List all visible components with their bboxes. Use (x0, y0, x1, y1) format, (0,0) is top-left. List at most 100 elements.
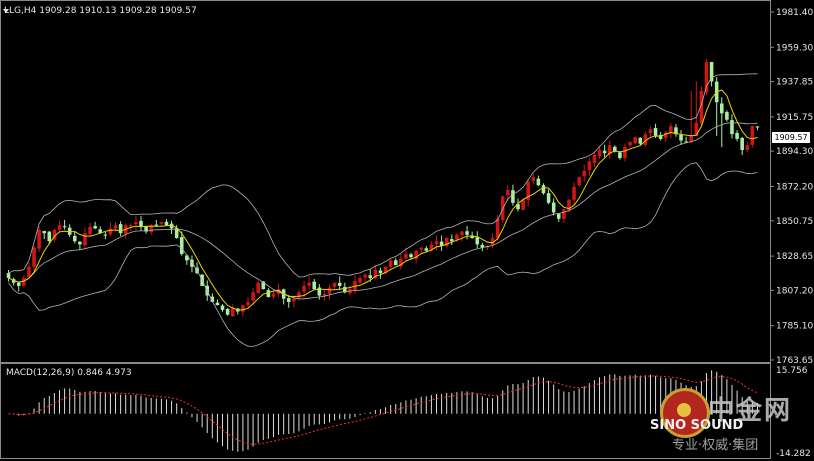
candle-body (567, 199, 571, 211)
candle-body (215, 302, 220, 306)
price-tick-label: 1872.20 (776, 183, 813, 193)
candle-body (383, 266, 388, 273)
candle-body (531, 177, 536, 182)
candle-body (740, 137, 744, 151)
candle-body (230, 308, 235, 317)
candle-body (597, 150, 602, 157)
candle-body (628, 142, 632, 146)
candle-body (16, 282, 21, 286)
candle-body (577, 177, 581, 186)
candle-body (57, 225, 62, 230)
candle-body (429, 244, 434, 251)
candle-body (307, 282, 311, 286)
candle-body (47, 231, 52, 242)
candle-body (42, 231, 46, 234)
candle-body (88, 226, 92, 235)
candle-body (11, 279, 16, 283)
candle-body (241, 305, 245, 312)
candle-body (449, 239, 454, 242)
watermark-cn: 中金网 (708, 396, 793, 426)
price-tick-label: 1894.30 (776, 147, 813, 157)
candle-body (312, 281, 317, 290)
candle-body (52, 229, 57, 240)
price-tick-label: 1850.75 (776, 217, 813, 227)
bollinger-mid-line (8, 122, 758, 300)
candle-body (302, 285, 306, 292)
candle-body (113, 225, 118, 229)
candle-body (297, 292, 301, 298)
candle-body (572, 186, 576, 200)
candle-body (393, 260, 398, 266)
price-tick-label: 1807.20 (776, 286, 813, 296)
candle-body (409, 254, 413, 258)
candle-body (118, 224, 123, 234)
candle-body (663, 132, 668, 138)
candle-body (103, 234, 108, 236)
candle-body (602, 150, 607, 154)
price-tick-label: 1937.85 (776, 78, 813, 88)
candle-body (129, 225, 133, 227)
candle-body (643, 134, 648, 145)
candle-body (154, 224, 159, 226)
candle-body (755, 126, 760, 128)
candle-body (684, 141, 688, 143)
candle-body (562, 209, 566, 219)
candle-body (378, 270, 383, 274)
candle-body (725, 111, 729, 120)
candle-body (419, 247, 423, 250)
price-tick-label: 1915.75 (776, 113, 813, 123)
candle-body (317, 287, 322, 296)
candle-body (674, 127, 678, 135)
candle-body (709, 62, 714, 82)
price-tick-label: 1959.30 (776, 43, 813, 53)
candle-body (22, 277, 26, 286)
candle-body (607, 145, 612, 155)
price-tick-label: 1981.40 (776, 8, 813, 18)
watermark-sub: 专业·权威·集团 (672, 438, 759, 453)
candle-body (618, 152, 622, 159)
candle-body (174, 228, 179, 238)
bollinger-upper-line (8, 73, 758, 278)
candle-body (373, 269, 378, 279)
candle-body (62, 226, 67, 228)
candle-body (251, 292, 255, 301)
candle-body (179, 237, 184, 254)
candle-body (98, 229, 103, 234)
candle-body (139, 220, 143, 227)
candle-body (506, 190, 510, 196)
candle-body (72, 235, 77, 242)
candle-body (495, 218, 500, 238)
candle-body (185, 255, 189, 261)
candle-body (658, 134, 663, 139)
candle-body (37, 229, 41, 249)
candle-body (694, 122, 699, 137)
candle-body (679, 134, 683, 141)
candle-body (648, 129, 653, 134)
candle-body (613, 146, 617, 152)
candle-body (134, 221, 138, 225)
candle-body (159, 221, 164, 224)
macd-axis-top: 15.756 (776, 366, 808, 376)
candle-body (149, 225, 153, 233)
candle-body (144, 226, 148, 232)
candle-body (444, 237, 449, 247)
candle-body (210, 296, 215, 302)
candle-body (556, 213, 561, 219)
symbol-header: LLG,H4 1909.28 1910.13 1909.28 1909.57 (4, 6, 197, 16)
candle-body (266, 290, 271, 298)
candle-body (404, 253, 408, 259)
candle-body (490, 237, 495, 245)
candle-body (6, 273, 11, 278)
candle-body (343, 287, 347, 293)
candle-body (526, 182, 530, 201)
candle-body (399, 258, 403, 267)
candle-body (261, 281, 266, 290)
candle-body (653, 128, 658, 136)
candle-body (592, 154, 597, 163)
candle-body (78, 241, 82, 245)
candle-body (460, 231, 464, 236)
candle-body (541, 185, 546, 194)
candle-body (745, 145, 750, 150)
candle-body (358, 277, 362, 283)
